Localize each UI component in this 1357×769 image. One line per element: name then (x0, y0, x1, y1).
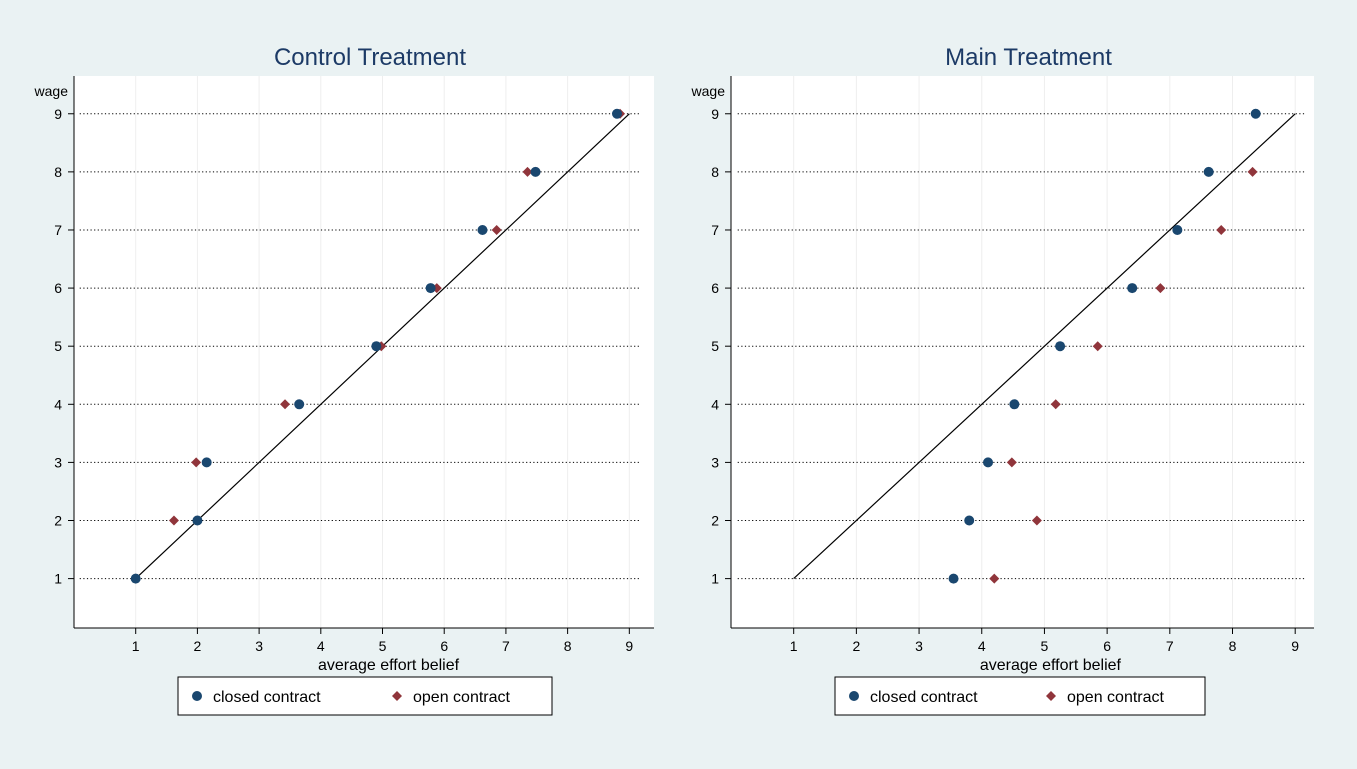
x-tick-label: 1 (790, 638, 798, 654)
closed-contract-point (948, 573, 959, 584)
open-contract-point (491, 224, 502, 235)
x-tick-label: 2 (194, 638, 202, 654)
x-axis-title: average effort belief (318, 657, 460, 674)
x-tick-label: 8 (1229, 638, 1237, 654)
legend-box (834, 676, 1206, 716)
closed-contract-point (1172, 224, 1183, 235)
open-contract-point (1031, 515, 1042, 526)
closed-contract-point (1250, 108, 1261, 119)
x-tick-label: 7 (1166, 638, 1174, 654)
closed-contract-point (964, 515, 975, 526)
x-tick-label: 3 (255, 638, 263, 654)
y-tick-label: 7 (54, 222, 62, 238)
closed-contract-point (1055, 341, 1066, 352)
legend: closed contract open contract (834, 676, 1206, 716)
x-tick-label: 5 (1041, 638, 1049, 654)
panel-title: Control Treatment (274, 44, 466, 71)
closed-contract-point (425, 283, 436, 294)
x-tick-label: 8 (564, 638, 572, 654)
legend-closed-contract-label: closed contract (870, 689, 978, 706)
x-tick-label: 4 (317, 638, 325, 654)
open-contract-point (280, 399, 291, 410)
closed-contract-point (611, 108, 622, 119)
y-tick-label: 4 (711, 396, 719, 412)
x-tick-label: 9 (1291, 638, 1299, 654)
closed-contract-point (371, 341, 382, 352)
legend: closed contract open contract (177, 676, 553, 716)
x-tick-label: 2 (852, 638, 860, 654)
legend-open-contract-label: open contract (1067, 689, 1165, 706)
legend-box (177, 676, 553, 716)
open-contract-point (168, 515, 179, 526)
y-axis-title: wage (691, 83, 726, 99)
open-contract-point (989, 573, 1000, 584)
y-tick-label: 4 (54, 396, 62, 412)
y-tick-label: 6 (711, 280, 719, 296)
chart-panel-2: 1 2 3 4 5 6 7 8 9 1 2 3 4 5 6 7 8 9 wage average effort bel… (691, 44, 1314, 716)
y-tick-label: 3 (711, 454, 719, 470)
legend-closed-contract-marker (192, 691, 202, 701)
closed-contract-point (1127, 283, 1138, 294)
y-tick-label: 1 (54, 571, 62, 587)
open-contract-point (522, 166, 533, 177)
y-tick-label: 8 (711, 164, 719, 180)
open-contract-point (191, 457, 202, 468)
x-tick-label: 7 (502, 638, 510, 654)
diagonal-line (793, 113, 1296, 580)
closed-contract-point (130, 573, 141, 584)
open-contract-point (1216, 224, 1227, 235)
x-tick-label: 9 (625, 638, 633, 654)
closed-contract-point (530, 166, 541, 177)
closed-contract-point (1203, 166, 1214, 177)
y-axis-title: wage (34, 83, 69, 99)
y-tick-label: 6 (54, 280, 62, 296)
closed-contract-point (294, 399, 305, 410)
x-axis-title: average effort belief (980, 657, 1122, 674)
closed-contract-point (477, 224, 488, 235)
x-tick-label: 6 (1103, 638, 1111, 654)
y-tick-label: 1 (711, 571, 719, 587)
plot-area (74, 76, 654, 628)
y-tick-label: 2 (54, 513, 62, 529)
x-tick-label: 5 (379, 638, 387, 654)
y-tick-label: 5 (711, 338, 719, 354)
closed-contract-point (1009, 399, 1020, 410)
plot-area (731, 76, 1314, 628)
y-tick-label: 9 (711, 106, 719, 122)
open-contract-point (1050, 399, 1061, 410)
closed-contract-point (983, 457, 994, 468)
open-contract-point (1092, 341, 1103, 352)
chart-panel-1: 1 2 3 4 5 6 7 8 9 1 2 3 4 5 6 7 8 9 wage average effort bel… (34, 44, 654, 716)
legend-closed-contract-label: closed contract (213, 689, 321, 706)
y-tick-label: 9 (54, 106, 62, 122)
y-tick-label: 8 (54, 164, 62, 180)
y-tick-label: 7 (711, 222, 719, 238)
x-tick-label: 6 (440, 638, 448, 654)
legend-open-contract-label: open contract (413, 689, 511, 706)
closed-contract-point (201, 457, 212, 468)
y-tick-label: 5 (54, 338, 62, 354)
x-tick-label: 3 (915, 638, 923, 654)
open-contract-point (1006, 457, 1017, 468)
x-tick-label: 4 (978, 638, 986, 654)
panel-title: Main Treatment (945, 44, 1112, 71)
open-contract-point (1247, 166, 1258, 177)
y-tick-label: 2 (711, 513, 719, 529)
legend-open-contract-marker (1046, 691, 1056, 701)
y-tick-label: 3 (54, 454, 62, 470)
legend-closed-contract-marker (849, 691, 859, 701)
x-tick-label: 1 (132, 638, 140, 654)
legend-open-contract-marker (392, 691, 402, 701)
closed-contract-point (192, 515, 203, 526)
open-contract-point (1155, 283, 1166, 294)
